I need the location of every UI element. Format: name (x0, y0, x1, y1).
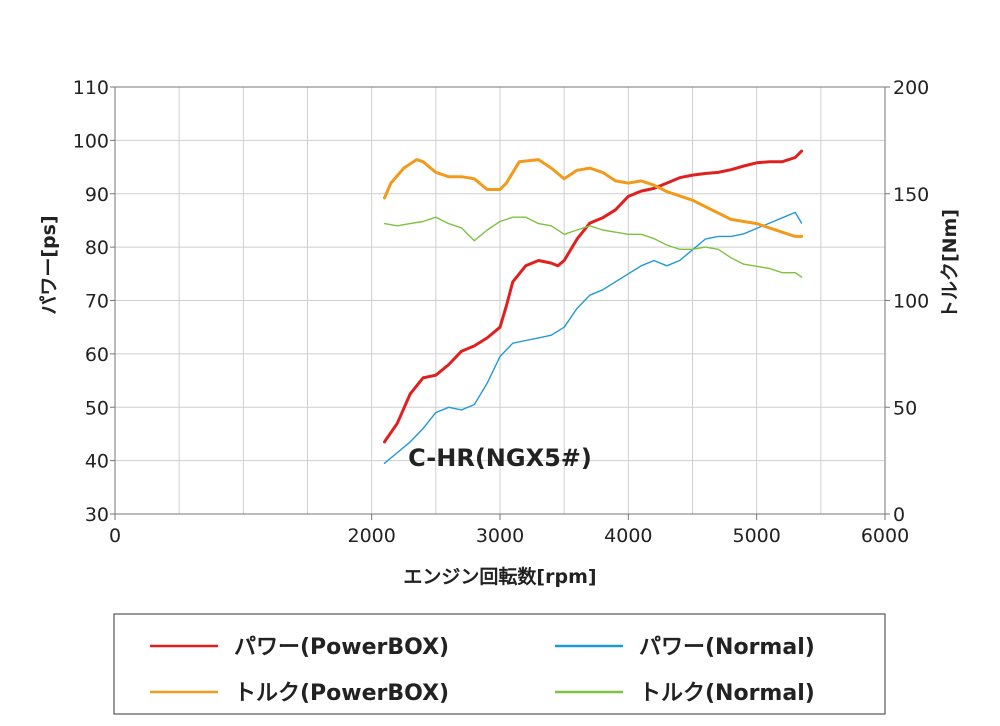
x-tick-label: 5000 (732, 525, 780, 547)
left-tick-label: 100 (73, 130, 109, 152)
x-tick-label: 6000 (861, 525, 909, 547)
x-tick-label: 2000 (347, 525, 395, 547)
left-tick-label: 90 (85, 184, 109, 206)
legend: パワー(PowerBOX) トルク(PowerBOX) パワー(Normal) トルク… (150, 635, 815, 706)
left-tick-label: 30 (85, 504, 109, 526)
right-tick-label: 100 (893, 291, 929, 313)
right-tick-label: 150 (893, 184, 929, 206)
legend-label: トルク(PowerBOX) (234, 681, 449, 706)
legend-label: パワー(PowerBOX) (234, 635, 449, 660)
left-tick-label: 80 (85, 237, 109, 259)
right-tick-label: 0 (893, 504, 905, 526)
series-line (383, 211, 803, 464)
right-axis-ticks: 0 50 100 150 200 (885, 77, 929, 526)
series-line (383, 158, 804, 238)
right-tick-label: 50 (893, 397, 917, 419)
left-tick-label: 50 (85, 397, 109, 419)
left-axis-ticks: 30 40 50 60 70 80 90 100 110 (73, 77, 115, 526)
left-tick-label: 110 (73, 77, 109, 99)
grid (115, 87, 885, 514)
left-tick-label: 70 (85, 291, 109, 313)
x-axis-ticks: 0 2000 3000 4000 5000 6000 (109, 514, 909, 547)
chart-annotation: C-HR(NGX5#) (408, 444, 592, 472)
legend-label: パワー(Normal) (639, 635, 815, 660)
x-tick-label: 0 (109, 525, 121, 547)
series-line (383, 216, 803, 278)
series-lines (383, 149, 804, 464)
legend-label: トルク(Normal) (639, 681, 815, 706)
x-axis-label: エンジン回転数[rpm] (403, 565, 596, 588)
x-tick-label: 3000 (476, 525, 524, 547)
right-axis-label: トルク[Nm] (939, 209, 961, 319)
x-tick-label: 4000 (604, 525, 652, 547)
left-axis-label: パワー[ps] (38, 215, 60, 314)
left-tick-label: 40 (85, 451, 109, 473)
legend-box (113, 613, 886, 715)
series-line (383, 149, 804, 444)
left-tick-label: 60 (85, 344, 109, 366)
right-tick-label: 200 (893, 77, 929, 99)
